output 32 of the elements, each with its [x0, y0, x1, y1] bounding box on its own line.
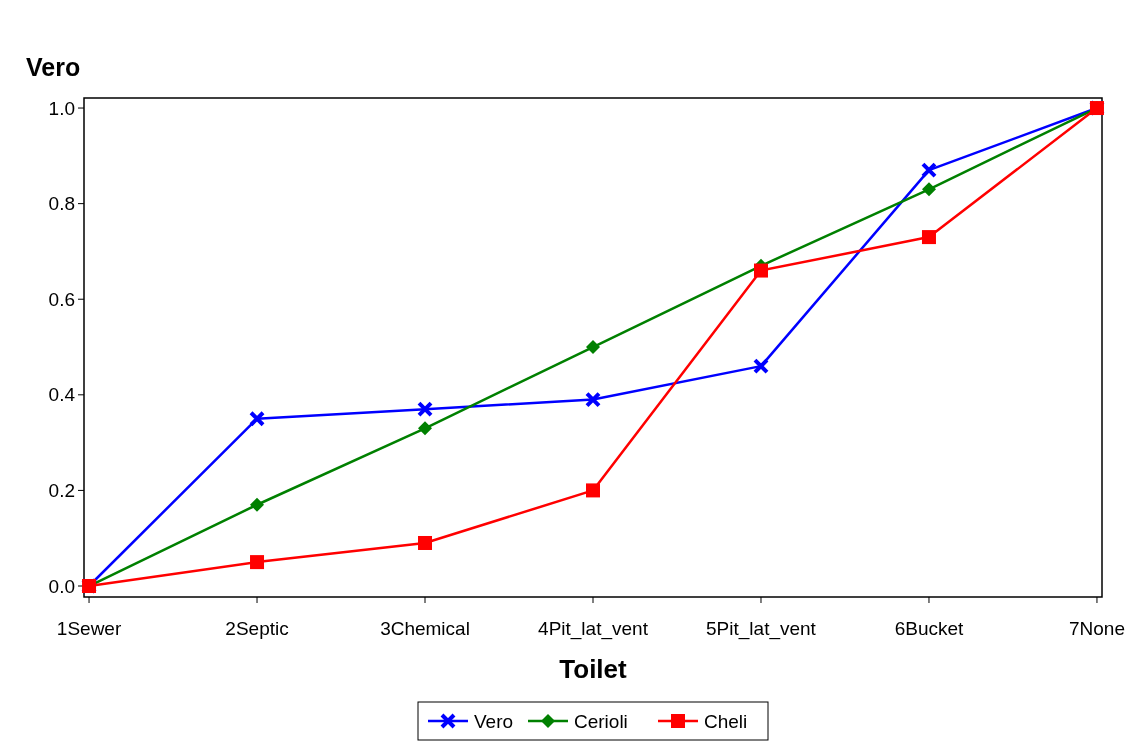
- y-tick-label: 0.4: [48, 384, 76, 406]
- point: [249, 410, 266, 427]
- point: [417, 401, 434, 418]
- y-tick-label: 0.6: [48, 288, 75, 310]
- y-axis-title: Vero: [26, 53, 81, 81]
- x-tick-label: 1Sewer: [56, 618, 122, 639]
- x-tick-label: 5Pit_lat_vent: [706, 618, 817, 640]
- x-tick-label: 7None: [1068, 618, 1125, 639]
- y-tick-label: 1.0: [48, 97, 75, 119]
- point: [418, 421, 433, 436]
- point: [752, 358, 769, 375]
- point: [753, 263, 768, 278]
- y-tick-label: 0.2: [48, 480, 75, 502]
- x-tick-label: 2Septic: [225, 618, 289, 639]
- point: [585, 391, 601, 408]
- point: [250, 555, 265, 570]
- legend-label: Cheli: [704, 710, 748, 732]
- y-tick-label: 0.8: [48, 193, 75, 215]
- x-axis-title: Toilet: [559, 654, 628, 684]
- point: [250, 497, 265, 512]
- y-tick-label: 0.0: [48, 575, 75, 597]
- x-tick-label: 3Chemical: [380, 618, 470, 639]
- point: [586, 340, 600, 355]
- x-tick-label: 4Pit_lat_vent: [538, 618, 649, 640]
- x-tick-label: 6Bucket: [894, 618, 965, 639]
- point: [921, 182, 936, 197]
- point: [920, 162, 937, 179]
- point: [921, 230, 936, 245]
- legend-label: Vero: [474, 710, 514, 732]
- legend-label: Cerioli: [574, 710, 628, 732]
- point: [586, 483, 600, 498]
- point: [418, 535, 433, 550]
